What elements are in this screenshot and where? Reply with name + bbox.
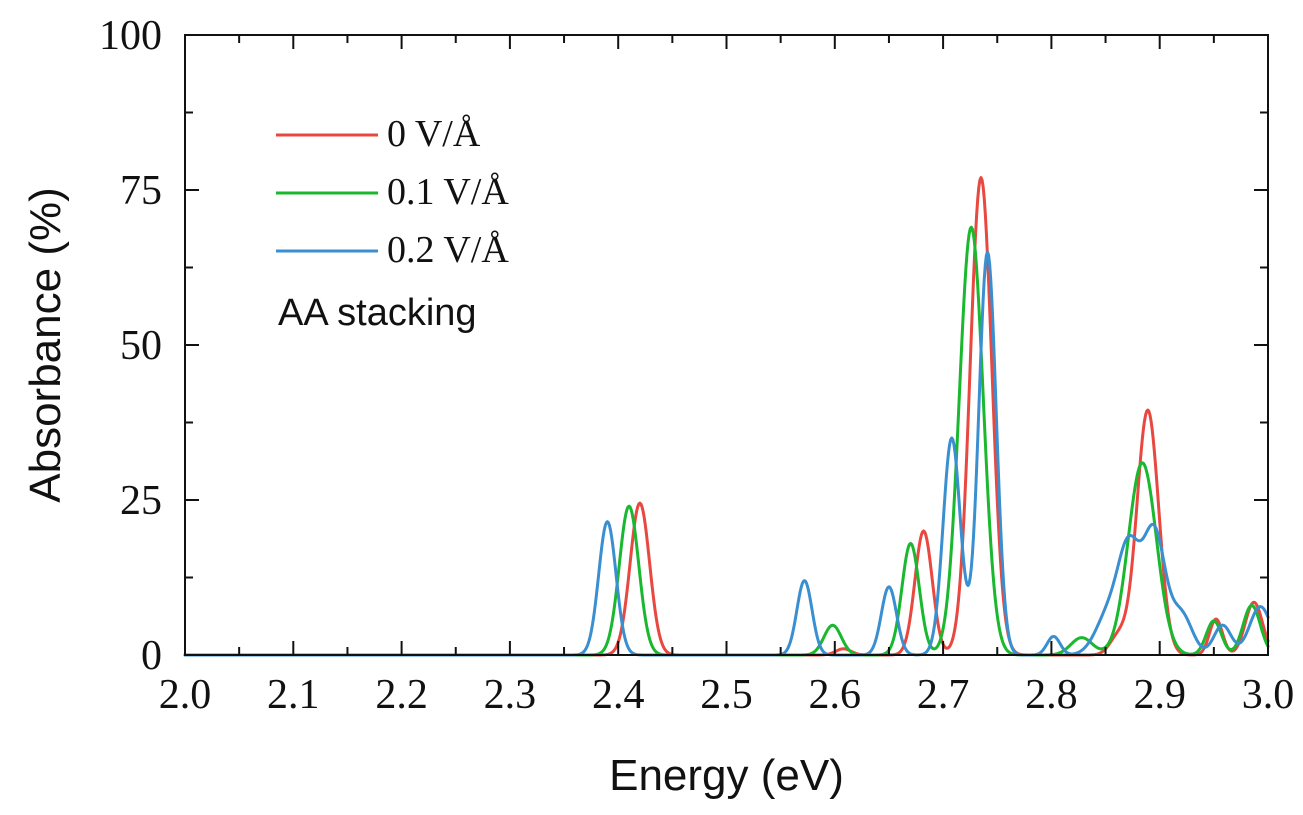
x-tick-label: 2.0 bbox=[159, 672, 212, 718]
x-tick-label: 2.8 bbox=[1025, 672, 1078, 718]
y-axis-title: Absorbance (%) bbox=[21, 187, 70, 502]
y-tick-label: 0 bbox=[141, 633, 162, 679]
legend: 0 V/Å 0.1 V/Å 0.2 V/Å AA stacking bbox=[276, 113, 509, 334]
x-tick-label: 2.7 bbox=[917, 672, 970, 718]
plot-frame bbox=[184, 34, 1269, 656]
x-tick-label: 3.0 bbox=[1242, 672, 1295, 718]
x-tick-label: 2.9 bbox=[1133, 672, 1186, 718]
axis-tick-labels: 2.0 2.1 2.2 2.3 2.4 2.5 2.6 2.7 2.8 2.9 3.0 0 25 50 75… bbox=[99, 13, 1294, 718]
legend-label-0-2-v: 0.2 V/Å bbox=[387, 229, 509, 271]
y-tick-label: 50 bbox=[120, 323, 162, 369]
x-tick-label: 2.2 bbox=[375, 672, 428, 718]
stacking-annotation: AA stacking bbox=[278, 292, 477, 334]
x-tick-label: 2.3 bbox=[484, 672, 537, 718]
series-line-0-v bbox=[183, 176, 1270, 657]
legend-label-0-1-v: 0.1 V/Å bbox=[387, 171, 509, 213]
y-tick-label: 100 bbox=[99, 13, 162, 59]
x-tick-label: 2.6 bbox=[809, 672, 862, 718]
y-tick-label: 75 bbox=[120, 168, 162, 214]
x-axis-title: Energy (eV) bbox=[609, 751, 844, 800]
x-tick-label: 2.1 bbox=[267, 672, 320, 718]
series-lines bbox=[183, 176, 1270, 657]
x-tick-label: 2.4 bbox=[592, 672, 645, 718]
axis-ticks bbox=[184, 34, 1269, 656]
x-tick-label: 2.5 bbox=[700, 672, 753, 718]
y-tick-label: 25 bbox=[120, 478, 162, 524]
legend-label-0-v: 0 V/Å bbox=[387, 113, 481, 155]
